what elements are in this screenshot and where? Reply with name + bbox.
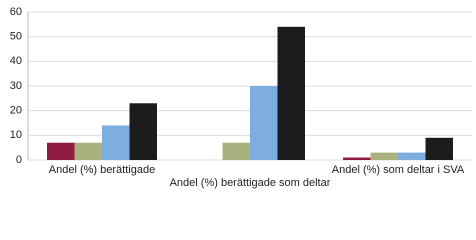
x-tick-label: Andel (%) berättigade som deltar <box>170 177 331 189</box>
y-tick-label: 50 <box>10 31 22 43</box>
bar <box>277 26 305 160</box>
bar <box>343 157 371 160</box>
y-tick-label: 30 <box>10 80 22 92</box>
y-tick-label: 10 <box>10 129 22 141</box>
x-tick-label: Andel (%) som deltar i SVA <box>332 164 465 176</box>
bar <box>129 103 157 160</box>
y-tick-label: 20 <box>10 105 22 117</box>
bar <box>222 142 250 160</box>
chart: 0 10 20 30 40 50 60 Andel (%) berättigade Andel … <box>10 6 472 189</box>
y-tick-label: 60 <box>10 6 22 18</box>
bar <box>250 86 278 160</box>
y-tick-label: 40 <box>10 55 22 67</box>
bar <box>47 142 75 160</box>
x-tick-label: Andel (%) berättigade <box>49 164 155 176</box>
bar <box>102 125 130 160</box>
bar <box>74 142 102 160</box>
bar <box>398 152 426 160</box>
bar <box>370 152 398 160</box>
y-tick-label: 0 <box>16 154 22 166</box>
bar <box>425 137 453 160</box>
